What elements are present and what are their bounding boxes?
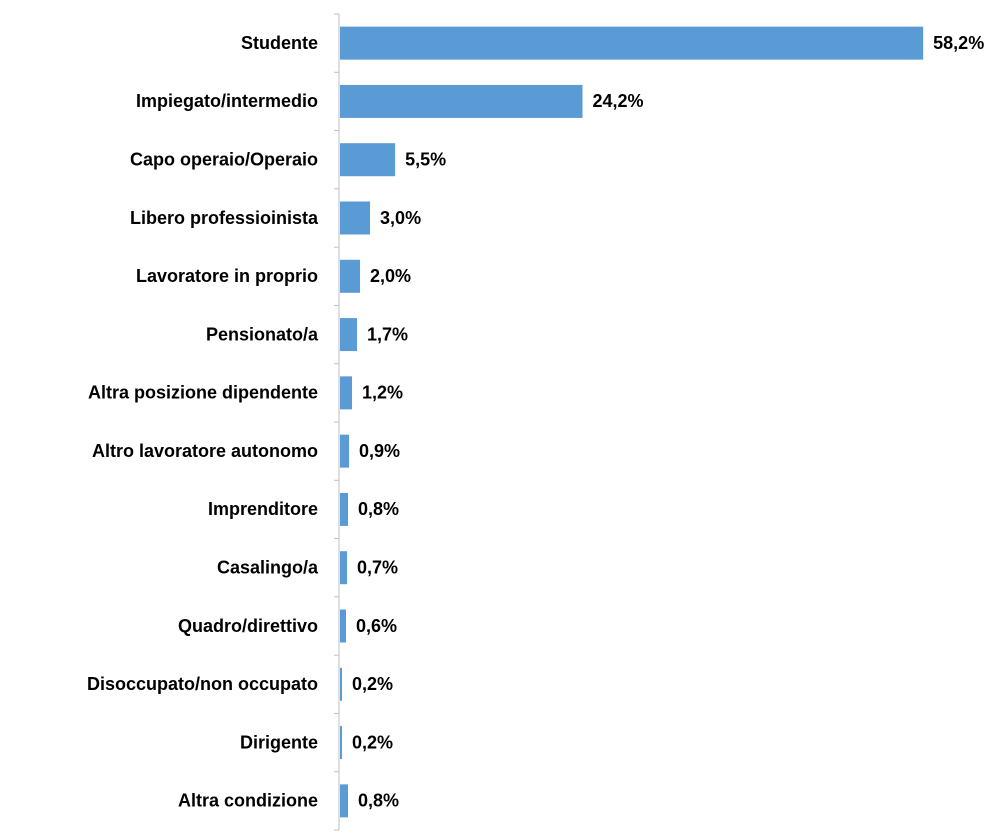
value-label: 0,7% — [357, 557, 398, 577]
bar — [340, 492, 349, 526]
value-label: 58,2% — [933, 33, 984, 53]
category-label: Impiegato/intermedio — [136, 91, 318, 111]
bar — [340, 84, 583, 118]
bar — [340, 551, 348, 585]
value-label: 0,8% — [358, 499, 399, 519]
bar — [340, 201, 371, 235]
value-label: 0,2% — [352, 732, 393, 752]
bar — [340, 784, 349, 818]
category-label: Disoccupato/non occupato — [87, 674, 318, 694]
value-label: 1,7% — [367, 324, 408, 344]
value-label: 3,0% — [380, 208, 421, 228]
value-label: 0,6% — [356, 616, 397, 636]
value-label: 0,9% — [359, 441, 400, 461]
value-label: 2,0% — [370, 266, 411, 286]
value-label: 0,8% — [358, 791, 399, 811]
bar — [340, 318, 358, 352]
category-label: Lavoratore in proprio — [136, 266, 318, 286]
bar — [340, 726, 343, 760]
category-label: Libero professioinista — [130, 208, 319, 228]
category-label: Capo operaio/Operaio — [130, 149, 318, 169]
value-label: 1,2% — [362, 383, 403, 403]
bar — [340, 609, 347, 643]
category-label: Altra posizione dipendente — [88, 383, 318, 403]
bar — [340, 434, 350, 468]
category-label: Dirigente — [240, 732, 318, 752]
category-label: Altro lavoratore autonomo — [92, 441, 318, 461]
bar — [340, 143, 396, 177]
category-label: Pensionato/a — [206, 324, 319, 344]
value-label: 24,2% — [592, 91, 643, 111]
category-label: Altra condizione — [178, 791, 318, 811]
value-label: 5,5% — [405, 149, 446, 169]
bar — [340, 26, 924, 60]
category-label: Quadro/direttivo — [178, 616, 318, 636]
bar — [340, 259, 361, 293]
bar — [340, 376, 353, 410]
category-label: Casalingo/a — [217, 557, 319, 577]
category-label: Studente — [241, 33, 318, 53]
value-label: 0,2% — [352, 674, 393, 694]
category-label: Imprenditore — [208, 499, 318, 519]
bar — [340, 667, 343, 701]
